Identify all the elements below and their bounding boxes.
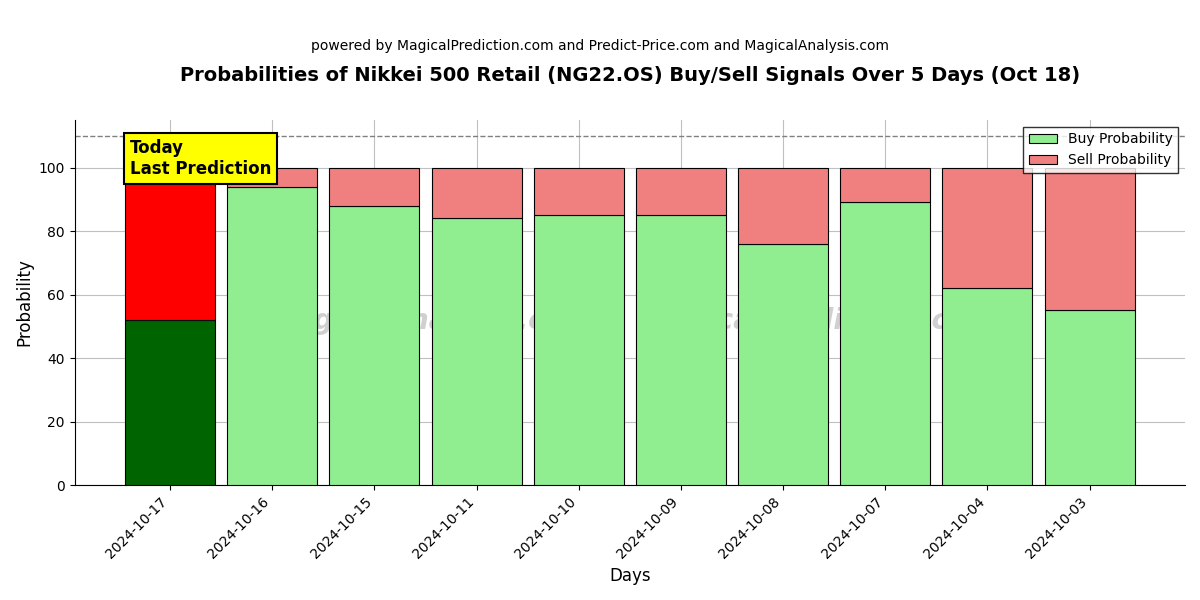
Bar bbox=[738, 167, 828, 244]
Bar bbox=[636, 167, 726, 215]
Text: MagicalAnalysis.com: MagicalAnalysis.com bbox=[268, 307, 593, 335]
Bar bbox=[227, 187, 317, 485]
Bar bbox=[840, 167, 930, 202]
Bar bbox=[227, 167, 317, 187]
Bar bbox=[330, 206, 419, 485]
Bar bbox=[1045, 310, 1134, 485]
Bar bbox=[432, 167, 522, 218]
Bar bbox=[125, 167, 215, 320]
Text: Today
Last Prediction: Today Last Prediction bbox=[131, 139, 271, 178]
Y-axis label: Probability: Probability bbox=[16, 259, 34, 346]
Text: powered by MagicalPrediction.com and Predict-Price.com and MagicalAnalysis.com: powered by MagicalPrediction.com and Pre… bbox=[311, 39, 889, 53]
Text: MagicalPrediction.com: MagicalPrediction.com bbox=[641, 307, 996, 335]
Legend: Buy Probability, Sell Probability: Buy Probability, Sell Probability bbox=[1024, 127, 1178, 173]
Bar bbox=[738, 244, 828, 485]
Bar bbox=[534, 215, 624, 485]
Bar bbox=[1045, 167, 1134, 310]
Bar bbox=[125, 320, 215, 485]
Bar bbox=[330, 167, 419, 206]
Bar bbox=[432, 218, 522, 485]
Title: Probabilities of Nikkei 500 Retail (NG22.OS) Buy/Sell Signals Over 5 Days (Oct 1: Probabilities of Nikkei 500 Retail (NG22… bbox=[180, 66, 1080, 85]
Bar bbox=[942, 167, 1032, 288]
Bar bbox=[942, 288, 1032, 485]
Bar bbox=[534, 167, 624, 215]
X-axis label: Days: Days bbox=[610, 567, 650, 585]
Bar bbox=[636, 215, 726, 485]
Bar bbox=[840, 202, 930, 485]
